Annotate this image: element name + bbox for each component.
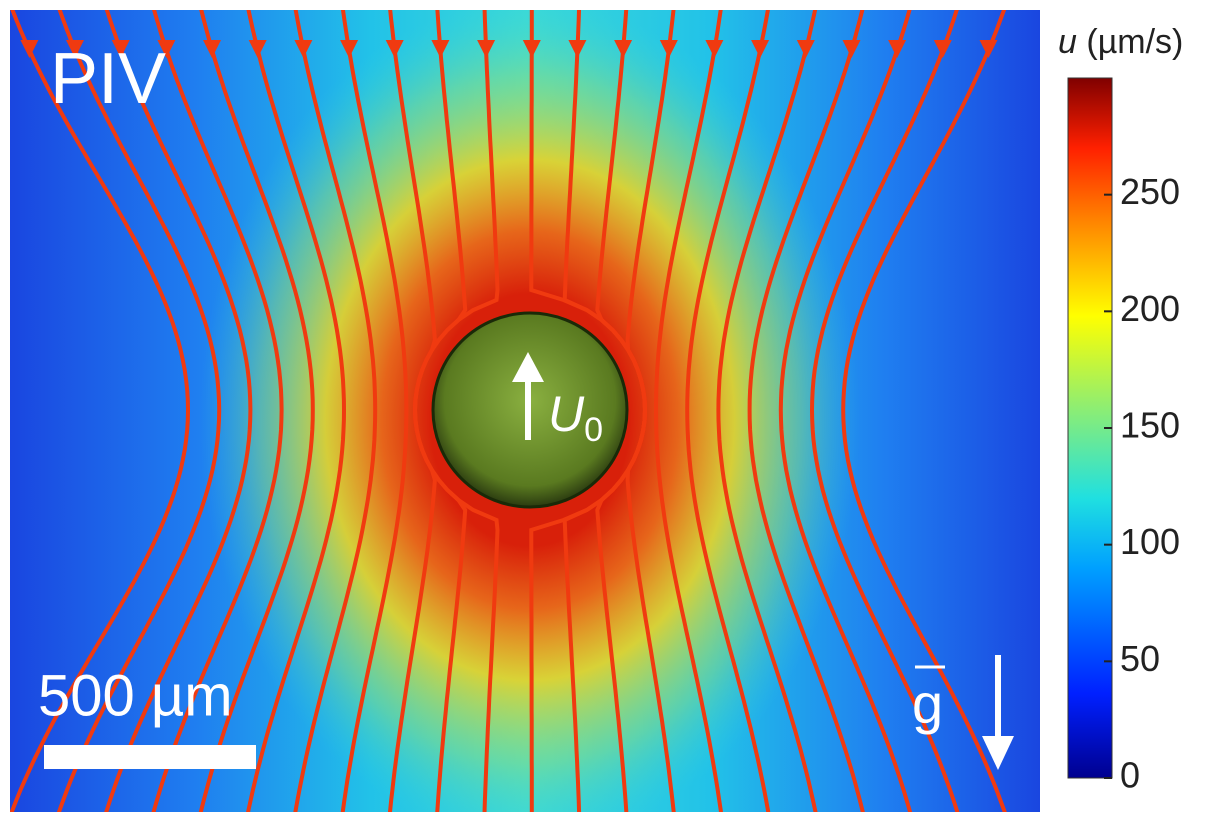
scale-bar xyxy=(44,745,256,769)
colorbar-tick-label: 250 xyxy=(1120,171,1180,212)
colorbar-tick-label: 200 xyxy=(1120,288,1180,329)
scale-bar-label: 500 µm xyxy=(38,663,233,728)
figure: PIV U0 500 µm g u (µm/s) 050100150200250 xyxy=(0,0,1212,817)
colorbar-tick-label: 150 xyxy=(1120,405,1180,446)
colorbar-unit: (µm/s) xyxy=(1086,23,1183,61)
velocity-subscript: 0 xyxy=(584,411,603,449)
colorbar-tick-label: 0 xyxy=(1120,755,1140,796)
gravity-label: g xyxy=(912,672,943,735)
panel-label: PIV xyxy=(50,39,166,119)
colorbar-tick-label: 50 xyxy=(1120,638,1160,679)
colorbar-symbol: u xyxy=(1058,23,1077,61)
colorbar-label: u (µm/s) xyxy=(1058,23,1183,61)
velocity-symbol: U xyxy=(548,386,585,442)
colorbar-tick-label: 100 xyxy=(1120,521,1180,562)
colorbar-ticks: 0 50 100 150 200 250 xyxy=(1104,171,1180,795)
